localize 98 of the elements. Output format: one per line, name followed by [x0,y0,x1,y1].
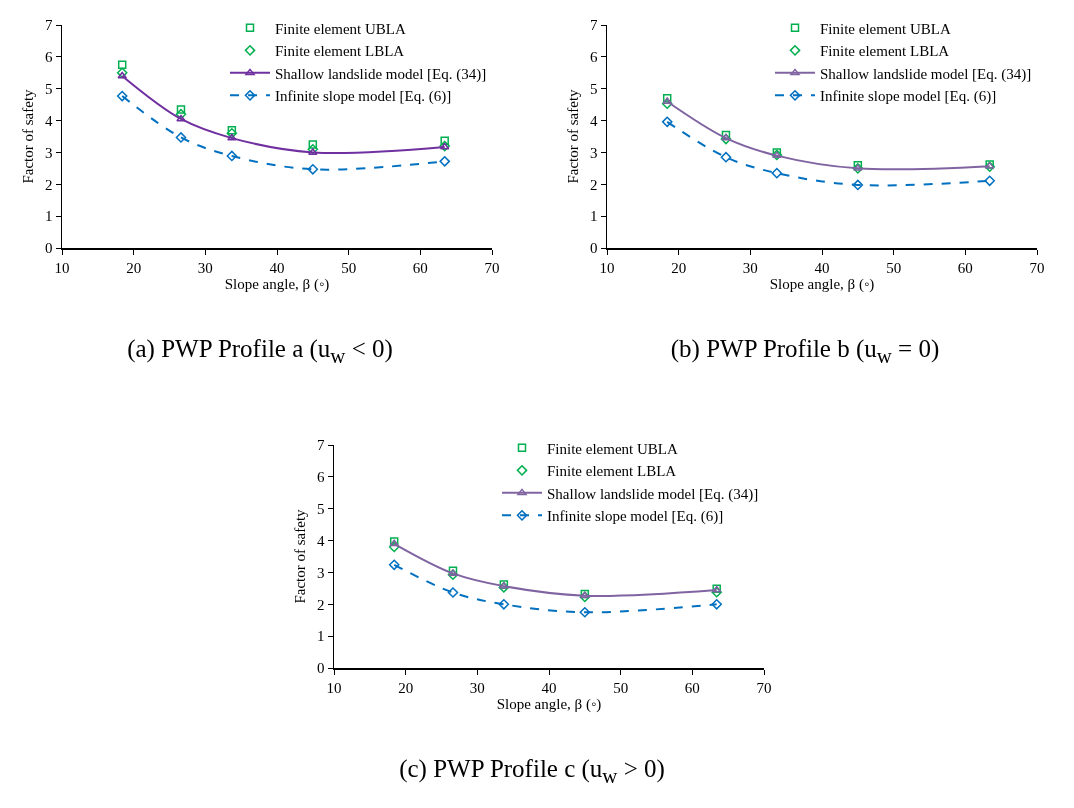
x-tick-label: 20 [398,679,414,696]
y-tick-label: 5 [590,80,598,97]
point [439,156,450,167]
point [308,148,318,155]
point [116,67,128,79]
x-tick-label: 30 [742,259,758,276]
x-tick-label: 60 [957,259,973,276]
legend-label: Infinite slope model [Eq. (6)] [275,88,452,106]
y-tick-label: 7 [45,17,53,34]
legend-label: Infinite slope model [Eq. (6)] [820,88,997,106]
point [175,132,187,143]
y-tick-label: 1 [317,628,325,645]
legend-label: Shallow landslide model [Eq. (34)] [275,65,487,83]
x-tick-label: 40 [541,679,557,696]
point [661,116,673,128]
x-tick-label: 60 [684,679,700,696]
x-tick-label: 30 [197,259,213,276]
point [984,175,995,187]
y-tick-label: 1 [45,208,53,225]
x-tick-label: 20 [126,259,142,276]
y-tick-label: 6 [317,469,325,486]
text: (c) PWP Profile c (u$_{w}$ > 0) [398,755,666,789]
point [388,559,400,571]
y-tick-label: 4 [590,112,598,129]
x-tick-label: 30 [469,679,485,696]
x-axis-title: Slope angle, β (◦) [496,696,602,714]
point [308,140,318,149]
x-tick-label: 50 [886,259,902,276]
point [720,133,732,145]
x-tick-label: 60 [412,259,428,276]
point [661,98,673,109]
text: (b) PWP Profile b (u$_{w}$ = 0) [669,335,941,369]
legend-label: Finite element LBLA [820,43,950,60]
point [226,150,238,162]
legend-label: Finite element UBLA [820,20,951,37]
point [711,598,722,610]
y-tick-label: 2 [45,176,53,193]
x-tick-label: 40 [269,259,285,276]
point [440,136,449,145]
x-tick-label: 40 [814,259,830,276]
x-tick-label: 10 [599,259,615,276]
point [176,114,186,122]
legend-label: Shallow landslide model [Eq. (34)] [547,485,759,503]
point [227,133,237,141]
point [579,606,591,618]
point [307,164,319,175]
y-axis-title: Factor of safety [291,508,308,604]
y-tick-label: 6 [45,49,53,66]
point [498,598,510,610]
y-tick-label: 4 [317,532,325,549]
y-tick-label: 6 [590,49,598,66]
x-axis-title: Slope angle, β (◦) [769,276,875,294]
point [388,541,400,553]
point [227,125,237,135]
y-axis-title: Factor of safety [19,88,36,184]
x-tick-label: 10 [326,679,342,696]
y-tick-label: 7 [317,437,325,454]
point [720,151,732,163]
point [116,90,128,102]
y-tick-label: 3 [45,144,53,161]
legend-label: Finite element LBLA [547,463,677,480]
y-tick-label: 2 [590,176,598,193]
x-tick-label: 20 [671,259,687,276]
x-tick-label: 10 [54,259,70,276]
y-tick-label: 1 [590,208,598,225]
point [771,167,783,179]
y-tick-label: 0 [590,240,598,257]
y-tick-label: 5 [45,80,53,97]
y-tick-label: 4 [45,112,53,129]
legend-label: Infinite slope model [Eq. (6)] [547,508,724,526]
y-tick-label: 7 [590,17,598,34]
y-axis-title: Factor of safety [564,88,581,184]
legend-label: Finite element UBLA [547,440,678,457]
x-tick-label: 70 [484,259,500,276]
point [117,60,127,70]
point [226,128,238,139]
point [498,582,510,593]
point [117,71,127,79]
point [176,105,186,114]
legend-label: Finite element LBLA [275,43,405,60]
x-tick-label: 50 [341,259,357,276]
point [852,179,864,191]
point [447,587,459,598]
x-axis-title: Slope angle, β (◦) [224,276,330,294]
y-tick-label: 5 [317,500,325,517]
y-tick-label: 0 [317,660,325,677]
text: (a) PWP Profile a (u$_{w}$ < 0) [126,335,394,369]
y-tick-label: 2 [317,596,325,613]
y-tick-label: 3 [317,564,325,581]
point [175,108,187,120]
legend-label: Finite element UBLA [275,20,406,37]
x-tick-label: 70 [1029,259,1045,276]
y-tick-label: 0 [45,240,53,257]
y-tick-label: 3 [590,144,598,161]
x-tick-label: 70 [756,679,772,696]
legend-label: Shallow landslide model [Eq. (34)] [820,65,1032,83]
point [984,161,995,173]
x-tick-label: 50 [613,679,629,696]
